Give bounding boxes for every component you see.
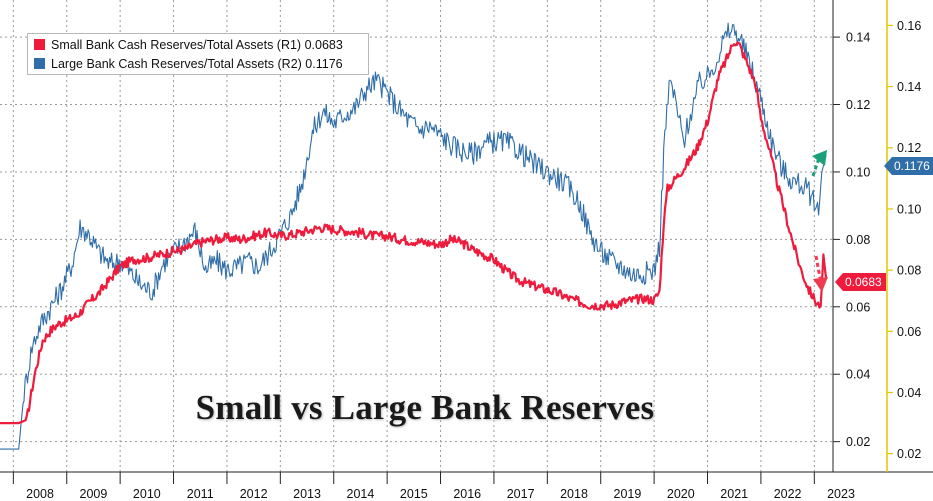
x-tick-label: 2014 <box>347 487 375 501</box>
legend-label-r2: Large Bank Cash Reserves/Total Assets (R… <box>51 56 302 71</box>
y-tick-label-r2: 0.08 <box>897 264 921 278</box>
x-tick-label: 2019 <box>614 487 642 501</box>
x-tick-label: 2020 <box>667 487 695 501</box>
x-tick-label: 2010 <box>133 487 161 501</box>
x-tick-label: 2013 <box>293 487 321 501</box>
y-tick-label-r2: 0.14 <box>897 80 921 94</box>
red-down-arrow-icon <box>813 255 828 292</box>
series-line-large-bank <box>0 22 827 450</box>
x-tick-label: 2015 <box>400 487 428 501</box>
y-tick-label-r1: 0.14 <box>846 31 870 45</box>
series-lines <box>0 22 828 450</box>
y-tick-label-r1: 0.04 <box>846 368 870 382</box>
x-tick-label: 2018 <box>560 487 588 501</box>
x-tick-label: 2023 <box>827 487 855 501</box>
y-tick-label-r1: 0.06 <box>846 300 870 314</box>
series-line-small-bank <box>0 41 828 425</box>
y-axis-r1: 0.02 0.04 0.06 0.08 0.10 0.12 0.14 <box>832 0 870 472</box>
x-tick-label: 2011 <box>187 487 214 501</box>
y-tick-label-r2: 0.06 <box>897 325 921 339</box>
chart-title: Small vs Large Bank Reserves <box>195 388 655 427</box>
legend-value-r2: 0.1176 <box>305 56 343 71</box>
y-tick-label-r2: 0.10 <box>897 202 921 216</box>
legend-label-r1: Small Bank Cash Reserves/Total Assets (R… <box>51 37 302 52</box>
legend: Small Bank Cash Reserves/Total Assets (R… <box>27 33 369 75</box>
y-tick-label-r1: 0.08 <box>846 233 870 247</box>
y-tick-label-r1: 0.10 <box>846 165 870 179</box>
y-tick-label-r1: 0.02 <box>846 435 870 449</box>
x-tick-label: 2021 <box>720 487 748 501</box>
x-tick-label: 2012 <box>240 487 268 501</box>
x-axis: 2008 2009 2010 2011 2012 2013 2014 2015 2016 2017… <box>0 471 933 501</box>
trend-arrows <box>811 150 828 292</box>
x-tick-label: 2009 <box>80 487 108 501</box>
legend-value-r1: 0.0683 <box>304 37 343 52</box>
x-tick-label: 2022 <box>774 487 802 501</box>
x-tick-label: 2016 <box>453 487 481 501</box>
y-tick-label-r2: 0.12 <box>897 141 921 155</box>
x-tick-label: 2008 <box>26 487 54 501</box>
legend-item-r1: Small Bank Cash Reserves/Total Assets (R… <box>28 36 368 53</box>
y-tick-label-r2: 0.02 <box>897 447 921 461</box>
y-axis-r2: 0.02 0.04 0.06 0.08 0.10 0.12 0.14 0.16 <box>886 0 921 472</box>
legend-swatch-r2 <box>34 58 45 69</box>
green-up-arrow-icon <box>811 150 827 177</box>
last-value-flag-r2: 0.1176 <box>884 157 933 175</box>
y-tick-label-r2: 0.16 <box>897 19 921 33</box>
x-tick-label: 2017 <box>507 487 535 501</box>
last-value-flag-r1: 0.0683 <box>835 273 886 291</box>
legend-swatch-r1 <box>34 39 45 50</box>
legend-item-r2: Large Bank Cash Reserves/Total Assets (R… <box>28 55 368 72</box>
y-tick-label-r2: 0.04 <box>897 386 921 400</box>
y-tick-label-r1: 0.12 <box>846 98 870 112</box>
